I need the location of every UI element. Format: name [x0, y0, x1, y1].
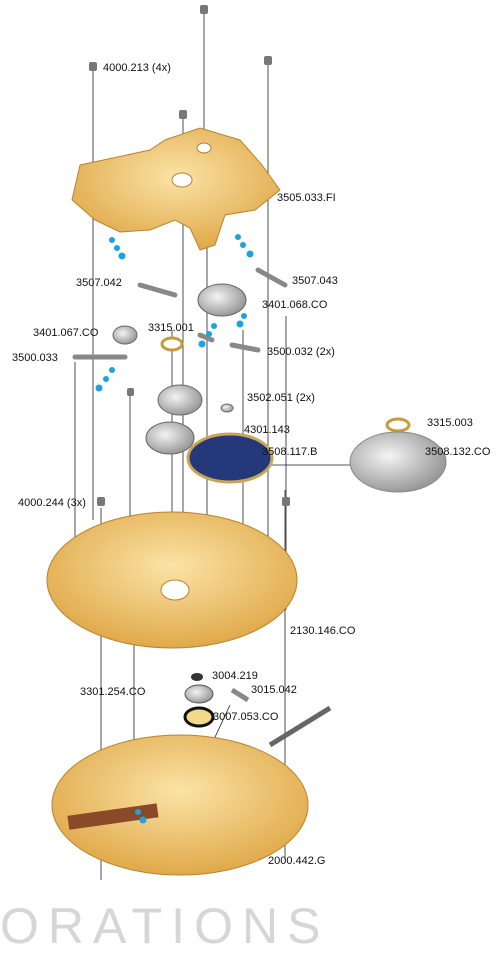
part-label: 4301.143	[244, 424, 290, 436]
blue-dial	[188, 434, 272, 482]
part-label: 4000.244 (3x)	[18, 497, 86, 509]
part-label: 2000.442.G	[268, 855, 326, 867]
part-label: 3500.033	[12, 352, 58, 364]
part-label: 3505.033.FI	[277, 192, 336, 204]
jewel	[162, 338, 182, 350]
disc	[350, 432, 446, 492]
part-label: 3401.068.CO	[262, 299, 328, 311]
part-label: 2130.146.CO	[290, 625, 356, 637]
part-label: 3301.254.CO	[80, 686, 146, 698]
part-label: 3507.043	[292, 275, 338, 287]
part-label: 3502.051 (2x)	[247, 392, 315, 404]
part-label: 3007.053.CO	[213, 711, 279, 723]
part	[191, 673, 203, 681]
part	[185, 708, 213, 726]
part-label: 3015.042	[251, 684, 297, 696]
part-label: 3507.042	[76, 277, 122, 289]
stem	[270, 708, 330, 745]
part-label: 3500.032 (2x)	[267, 346, 335, 358]
part-label: 3315.003	[427, 417, 473, 429]
part-label: 3401.067.CO	[33, 327, 99, 339]
part	[185, 685, 213, 703]
bridge-plate	[72, 128, 280, 250]
part	[232, 690, 248, 700]
part-label: 3315.001	[148, 322, 194, 334]
part-label: 3004.219	[212, 670, 258, 682]
diagram: ORATIONS	[0, 0, 504, 953]
watermark: ORATIONS	[0, 898, 329, 953]
jewel	[387, 419, 409, 431]
part-label: 3508.132.CO	[425, 446, 491, 458]
part-label: 3508.117.B	[262, 446, 317, 458]
gears	[113, 284, 246, 454]
part-label: 4000.213 (4x)	[103, 62, 171, 74]
page: {"labels": ["4000.213 (4x)", "3505.033.F…	[0, 0, 504, 953]
